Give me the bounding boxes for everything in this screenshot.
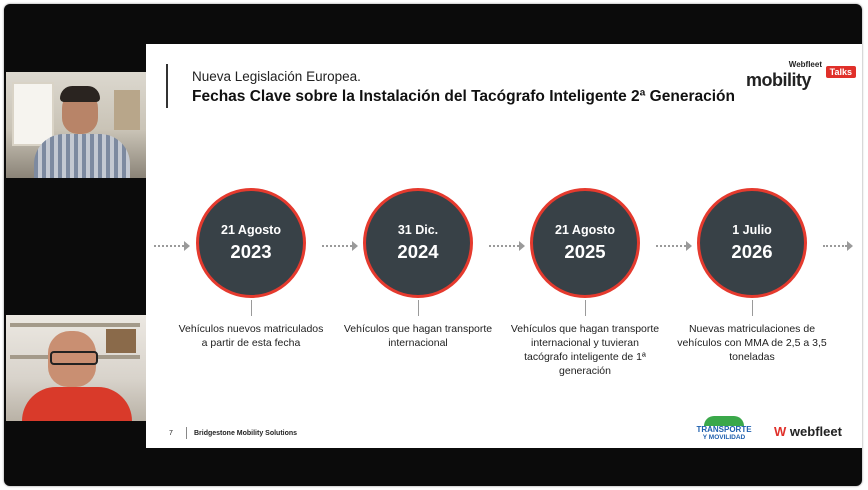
participant-body <box>22 387 132 421</box>
participant-body <box>34 134 130 178</box>
milestone-year: 2024 <box>397 241 439 262</box>
milestone-description: Vehículos que hagan transporte internaci… <box>343 323 493 349</box>
milestone-stem <box>251 300 252 316</box>
timeline-connector <box>489 245 519 249</box>
milestone-circle: 21 Agosto 2025 <box>530 188 640 298</box>
milestone-stem <box>418 300 419 316</box>
timeline-connector <box>154 245 184 249</box>
milestone-circle: 31 Dic. 2024 <box>363 188 473 298</box>
webfleet-logo-text: webfleet <box>789 424 842 439</box>
arrow-right-icon <box>686 241 692 251</box>
milestone-date: 21 Agosto <box>221 223 281 237</box>
arrow-right-icon <box>519 241 525 251</box>
window-background <box>12 82 54 146</box>
shelf-item <box>106 329 136 353</box>
footer-company: Bridgestone Mobility Solutions <box>194 430 298 437</box>
slide-page-number: 7 <box>169 430 173 437</box>
brand-main-text: mobility <box>746 70 812 90</box>
milestone-year: 2023 <box>230 241 272 262</box>
arrow-right-icon <box>847 241 853 251</box>
glasses <box>50 351 98 365</box>
brand-tag: Talks <box>825 66 856 78</box>
milestone-year: 2025 <box>564 241 606 262</box>
arrow-right-icon <box>184 241 190 251</box>
meeting-window: Nueva Legislación Europea. Fechas Clave … <box>4 4 862 486</box>
participant-video-1[interactable] <box>6 72 147 178</box>
participant-head <box>48 331 96 387</box>
milestone-date: 31 Dic. <box>397 223 439 237</box>
arrow-right-icon <box>352 241 358 251</box>
slide-subtitle: Nueva Legislación Europea. <box>192 69 361 84</box>
participant-video-2[interactable] <box>6 315 147 421</box>
slide-title: Fechas Clave sobre la Instalación del Ta… <box>192 88 735 105</box>
shared-slide: Nueva Legislación Europea. Fechas Clave … <box>146 44 862 448</box>
timeline-connector <box>322 245 352 249</box>
timeline-connector <box>656 245 686 249</box>
milestone-circle: 21 Agosto 2023 <box>196 188 306 298</box>
milestone-year: 2026 <box>731 241 773 262</box>
milestone-description: Nuevas matriculaciones de vehículos con … <box>677 323 827 363</box>
logo-line-2: Y MOVILIDAD <box>702 434 746 441</box>
milestone-date: 1 Julio <box>732 223 772 237</box>
participant-hair <box>60 86 100 102</box>
brand-small-text: Webfleet <box>788 60 822 69</box>
logo-arc <box>704 416 744 426</box>
timeline-connector <box>823 245 847 249</box>
transporte-movilidad-logo: TRANSPORTE Y MOVILIDAD <box>696 416 752 446</box>
door-background <box>114 90 140 130</box>
milestone-circle: 1 Julio 2026 <box>697 188 807 298</box>
milestone-stem <box>585 300 586 316</box>
webfleet-logo: W webfleet <box>774 424 842 439</box>
footer-divider <box>186 427 187 439</box>
title-bar-accent <box>166 64 168 108</box>
logo-line-1: TRANSPORTE <box>696 425 752 434</box>
milestone-description: Vehículos que hagan transporte internaci… <box>510 323 660 377</box>
mobility-talks-logo: Webfleet mobility Talks <box>746 54 856 98</box>
shelf <box>10 323 140 327</box>
milestone-description: Vehículos nuevos matriculados a partir d… <box>178 323 324 349</box>
milestone-stem <box>752 300 753 316</box>
webfleet-w-icon: W <box>774 424 787 439</box>
milestone-date: 21 Agosto <box>555 223 615 237</box>
